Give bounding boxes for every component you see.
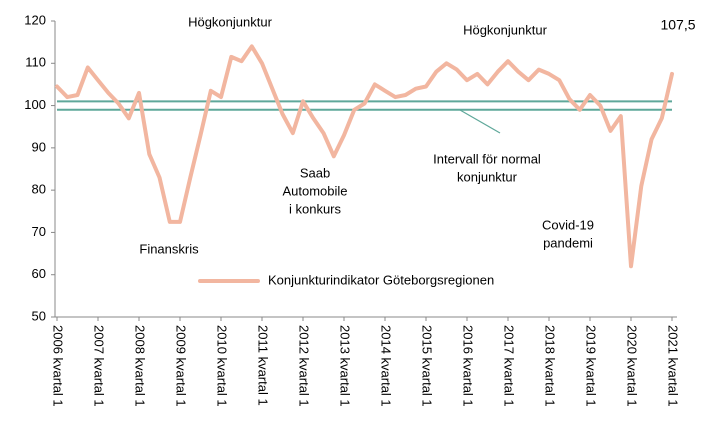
annotation-leader [459,109,501,134]
x-tick-label: 2017 kvartal 1 [502,325,517,407]
x-tick-label: 2011 kvartal 1 [256,325,271,406]
y-tick-label: 70 [32,224,46,239]
x-tick-label: 2015 kvartal 1 [420,325,435,407]
x-tick-label: 2007 kvartal 1 [92,325,107,407]
x-tick-label: 2009 kvartal 1 [174,325,189,407]
x-tick-label: 2006 kvartal 1 [51,325,66,407]
y-tick-label: 120 [24,12,46,27]
y-tick-label: 100 [24,97,46,112]
annotation: Högkonjunktur [463,22,547,37]
annotation: konjunktur [457,169,518,184]
x-tick-label: 2020 kvartal 1 [625,325,640,407]
data-label: 107,5 [660,17,695,33]
annotation: Automobile [282,183,347,198]
y-tick-label: 50 [32,308,46,323]
y-tick-label: 110 [25,55,46,70]
y-tick-label: 60 [32,266,46,281]
annotation: pandemi [543,235,593,250]
x-tick-label: 2014 kvartal 1 [379,325,394,407]
x-tick-label: 2021 kvartal 1 [666,325,681,407]
x-tick-label: 2008 kvartal 1 [133,325,148,407]
annotation: Saab [300,165,330,180]
x-tick-label: 2013 kvartal 1 [338,325,353,407]
annotation: Högkonjunktur [188,14,272,29]
y-tick-label: 80 [32,182,46,197]
annotation: Finanskris [139,241,199,256]
legend-label: Konjunkturindikator Göteborgsregionen [268,272,494,287]
data-line [55,44,674,269]
x-tick-label: 2010 kvartal 1 [215,325,230,407]
x-tick-label: 2019 kvartal 1 [584,325,599,407]
annotation: Covid-19 [542,217,594,232]
x-tick-label: 2018 kvartal 1 [543,325,558,407]
y-tick-label: 90 [32,139,46,154]
x-tick-label: 2016 kvartal 1 [461,325,476,407]
annotation: i konkurs [289,201,342,216]
annotation: Intervall för normal [433,151,541,166]
x-tick-label: 2012 kvartal 1 [297,325,312,407]
